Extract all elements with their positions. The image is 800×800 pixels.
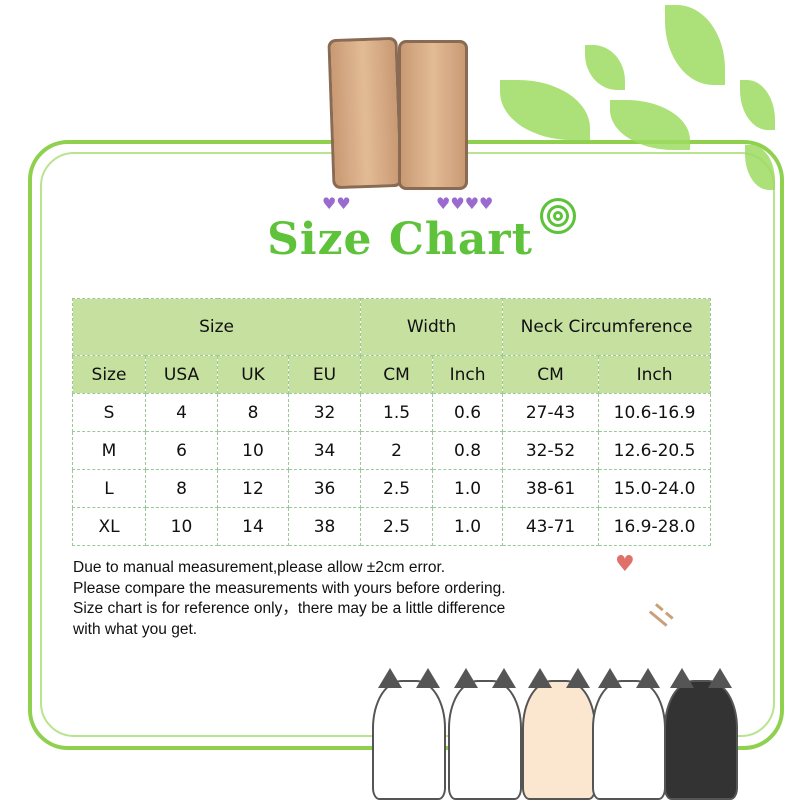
group-header: Neck Circumference <box>502 298 712 356</box>
table-cell: 32-52 <box>502 431 600 470</box>
table-cell: 2 <box>360 431 434 470</box>
column-header: USA <box>145 355 218 394</box>
table-cell: 6 <box>145 431 218 470</box>
spiral-icon <box>540 198 576 234</box>
table-cell: 36 <box>287 469 362 508</box>
notes: Due to manual measurement,please allow ±… <box>73 558 506 640</box>
table-row: M 6 10 34 2 0.8 32-52 12.6-20.5 <box>72 431 712 470</box>
table-row: S 4 8 32 1.5 0.6 27-43 10.6-16.9 <box>72 393 712 432</box>
table-cell: 10.6-16.9 <box>598 393 712 432</box>
group-header: Size <box>71 298 362 356</box>
column-header: Inch <box>432 355 504 394</box>
table-cell: 2.5 <box>360 507 434 546</box>
table-cell: 14 <box>217 507 289 546</box>
group-header-row: Size Width Neck Circumference <box>71 298 712 356</box>
heart-icon: ♥ <box>615 552 635 577</box>
table-cell: 15.0-24.0 <box>598 469 712 508</box>
table-cell: 43-71 <box>502 507 600 546</box>
column-header: CM <box>502 355 600 394</box>
group-header: Width <box>360 298 504 356</box>
size-table: Size Width Neck Circumference Size USA U… <box>71 298 712 546</box>
note-line: Please compare the measurements with you… <box>73 579 506 597</box>
table-cell: 2.5 <box>360 469 434 508</box>
table-cell: 10 <box>217 431 289 470</box>
table-cell: 4 <box>145 393 218 432</box>
table-cell: 38 <box>287 507 362 546</box>
table-row: L 8 12 36 2.5 1.0 38-61 15.0-24.0 <box>72 469 712 508</box>
table-cell: 27-43 <box>502 393 600 432</box>
table-cell: 8 <box>145 469 218 508</box>
column-header-row: Size USA UK EU CM Inch CM Inch <box>72 355 712 394</box>
table-cell: 0.6 <box>432 393 504 432</box>
clothespin-icon <box>398 40 468 190</box>
table-cell: 12 <box>217 469 289 508</box>
table-row: XL 10 14 38 2.5 1.0 43-71 16.9-28.0 <box>72 507 712 546</box>
column-header: EU <box>287 355 362 394</box>
clothespin-icon <box>327 36 403 190</box>
note-line: Due to manual measurement,please allow ±… <box>73 559 446 576</box>
note-line: Size chart is for reference only，there m… <box>73 600 506 617</box>
heart-icon: ♥♥♥♥ <box>436 194 494 213</box>
table-cell: S <box>72 393 146 432</box>
heart-icon: ♥♥ <box>322 194 351 213</box>
table-cell: 0.8 <box>432 431 504 470</box>
table-cell: 38-61 <box>502 469 600 508</box>
column-header: Inch <box>598 355 712 394</box>
note-line: with what you get. <box>73 620 198 638</box>
table-cell: 1.0 <box>432 507 504 546</box>
page-title: Size Chart <box>267 214 533 265</box>
table-cell: L <box>72 469 146 508</box>
column-header: CM <box>360 355 434 394</box>
table-cell: 8 <box>217 393 289 432</box>
table-cell: 10 <box>145 507 218 546</box>
table-cell: 34 <box>287 431 362 470</box>
table-cell: 1.5 <box>360 393 434 432</box>
table-cell: XL <box>72 507 146 546</box>
table-cell: M <box>72 431 146 470</box>
column-header: UK <box>217 355 289 394</box>
table-cell: 12.6-20.5 <box>598 431 712 470</box>
table-cell: 16.9-28.0 <box>598 507 712 546</box>
table-cell: 32 <box>287 393 362 432</box>
column-header: Size <box>72 355 146 394</box>
table-cell: 1.0 <box>432 469 504 508</box>
